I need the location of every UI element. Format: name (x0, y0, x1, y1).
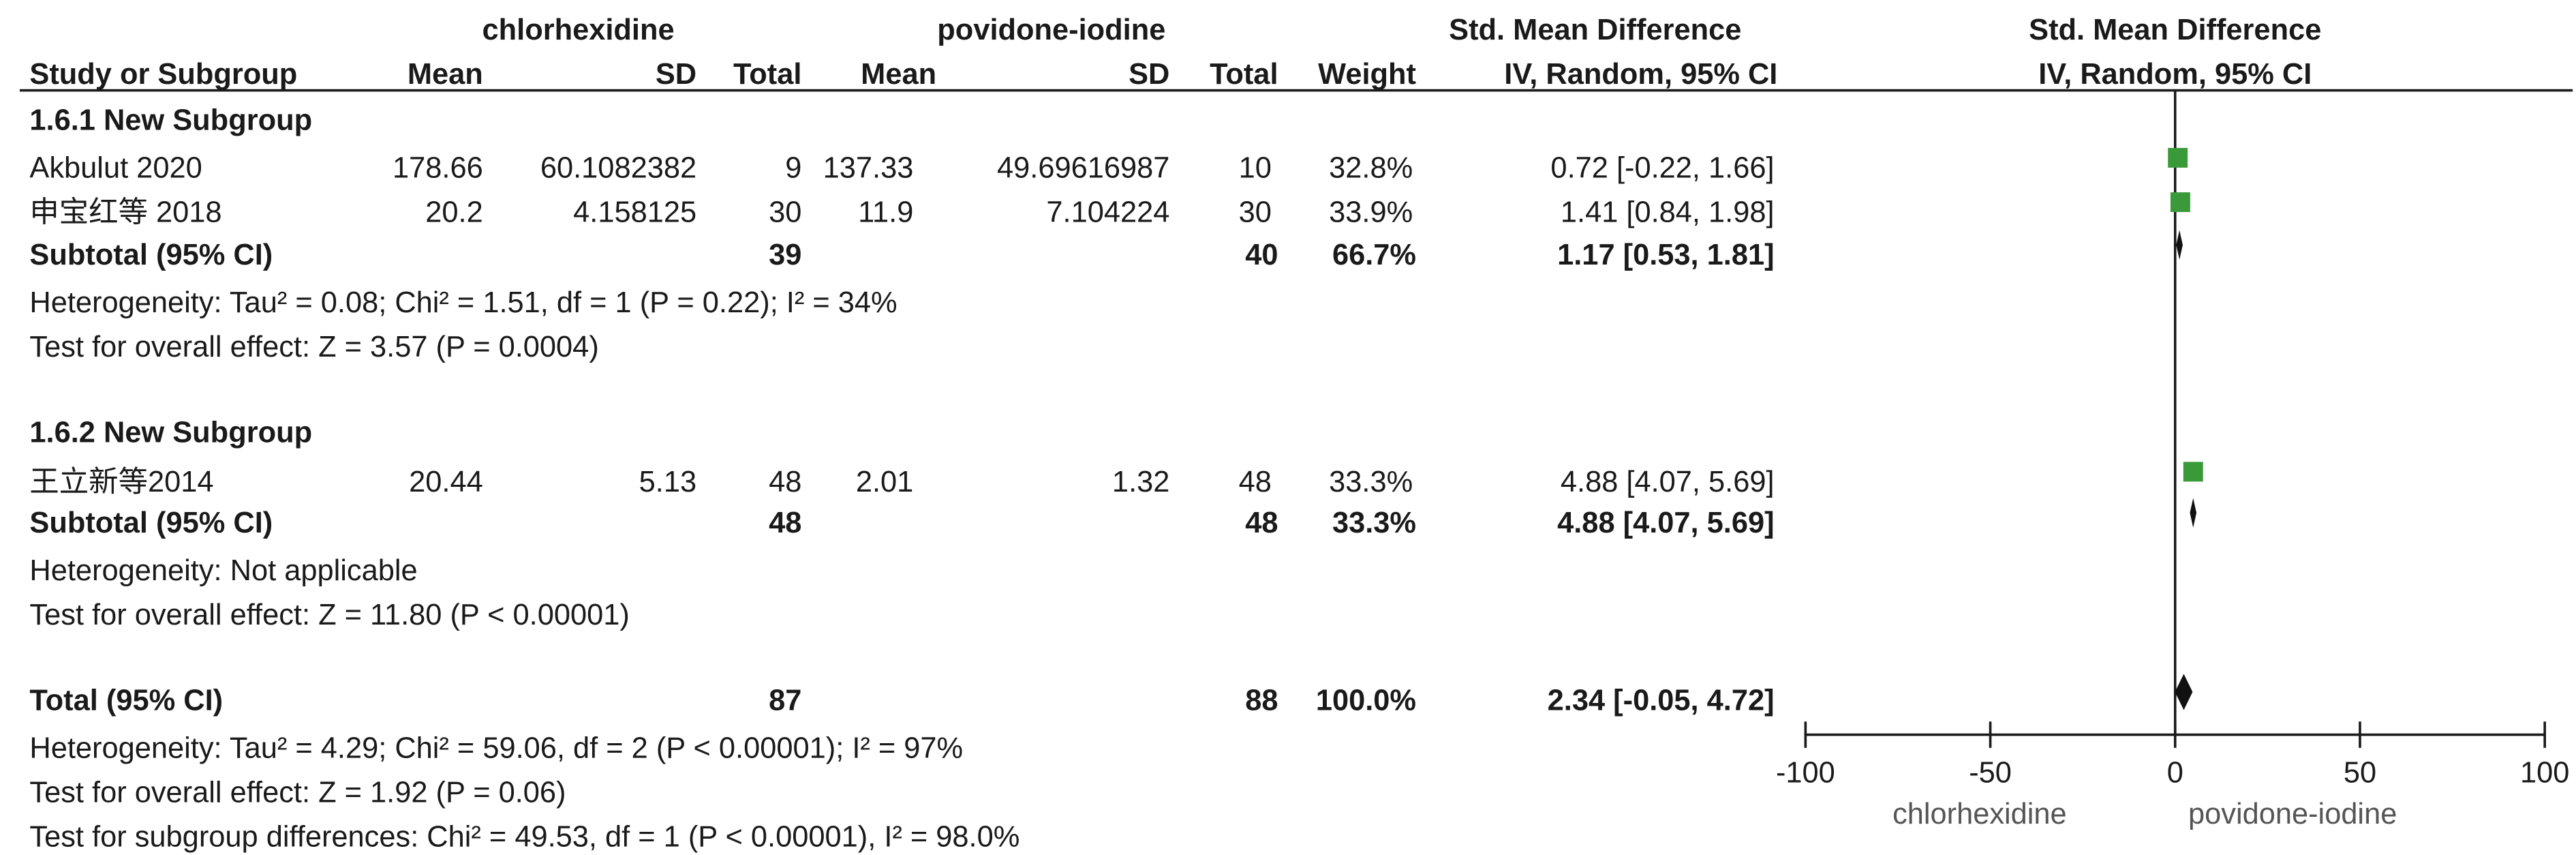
col-mean1-header: Mean (407, 57, 483, 91)
subtotal-total1: 48 (769, 506, 802, 539)
subtotal-total1: 39 (769, 238, 802, 271)
mean2-cell: 2.01 (855, 465, 914, 498)
total2-cell: 30 (1238, 195, 1272, 229)
total1-cell: 9 (785, 151, 802, 184)
group1-header: chlorhexidine (482, 13, 675, 46)
subtotal-ci: 1.17 [0.53, 1.81] (1557, 238, 1775, 271)
subgroup-label: 1.6.2 New Subgroup (29, 415, 313, 449)
sd2-cell: 49.69616987 (997, 151, 1170, 184)
plot-header: Std. Mean Difference (2029, 13, 2322, 46)
sd2-cell: 1.32 (1111, 465, 1170, 498)
total2-cell: 48 (1238, 465, 1272, 498)
col-sd2-header: SD (1129, 57, 1170, 91)
mean1-cell: 178.66 (393, 151, 483, 184)
mean1-cell: 20.44 (409, 465, 483, 498)
study-name: 申宝红等 2018 (29, 195, 222, 229)
col-study-header: Study or Subgroup (29, 57, 298, 91)
mean1-cell: 20.2 (425, 195, 483, 229)
group2-header: povidone-iodine (937, 13, 1166, 46)
subgroup-label: 1.6.1 New Subgroup (29, 103, 313, 137)
favours-right-label: povidone-iodine (2188, 798, 2397, 830)
effect-header: Std. Mean Difference (1449, 13, 1742, 46)
pooled-diamond (2176, 230, 2183, 260)
subtotal-total2: 40 (1245, 238, 1278, 271)
study-point (2170, 192, 2190, 212)
heterogeneity-note: Heterogeneity: Not applicable (29, 554, 418, 587)
weight-cell: 32.8% (1329, 151, 1413, 184)
subtotal-ci: 4.88 [4.07, 5.69] (1557, 506, 1775, 539)
study-point (2183, 462, 2203, 482)
subtotal-weight: 33.3% (1332, 506, 1417, 539)
total-ci: 2.34 [-0.05, 4.72] (1547, 683, 1775, 717)
col-total1-header: Total (733, 57, 802, 91)
col-total2-header: Total (1210, 57, 1278, 91)
subtotal-label: Subtotal (95% CI) (29, 238, 273, 271)
mean2-cell: 11.9 (858, 195, 914, 229)
total1-cell: 48 (769, 465, 802, 498)
mean2-cell: 137.33 (823, 151, 914, 184)
sd1-cell: 60.1082382 (540, 151, 697, 184)
col-mean2-header: Mean (861, 57, 937, 91)
total-total1: 87 (769, 683, 802, 717)
x-tick-label: -100 (1776, 756, 1835, 789)
pooled-diamond (2175, 674, 2193, 710)
study-name: Akbulut 2020 (29, 151, 202, 184)
overall-effect-note: Test for overall effect: Z = 3.57 (P = 0… (29, 330, 599, 363)
study-point (2168, 147, 2188, 168)
total2-cell: 10 (1238, 151, 1272, 184)
pooled-diamond (2190, 498, 2197, 528)
sd1-cell: 5.13 (639, 465, 697, 498)
effect-subheader: IV, Random, 95% CI (1504, 57, 1778, 91)
subgroup-differences-note: Test for subgroup differences: Chi² = 49… (29, 820, 1020, 854)
x-tick-label: -50 (1969, 756, 2012, 789)
x-tick-label: 0 (2167, 756, 2183, 789)
ci-cell: 0.72 [-0.22, 1.66] (1550, 151, 1775, 184)
x-tick-label: 100 (2520, 756, 2569, 789)
ci-cell: 4.88 [4.07, 5.69] (1560, 465, 1775, 498)
col-sd1-header: SD (655, 57, 697, 91)
sd2-cell: 7.104224 (1046, 195, 1170, 229)
subtotal-label: Subtotal (95% CI) (29, 506, 273, 539)
favours-left-label: chlorhexidine (1892, 798, 2067, 830)
overall-effect-note: Test for overall effect: Z = 11.80 (P < … (29, 598, 630, 631)
heterogeneity-note: Heterogeneity: Tau² = 4.29; Chi² = 59.06… (29, 731, 964, 764)
total-label: Total (95% CI) (29, 683, 224, 717)
x-tick-label: 50 (2344, 756, 2376, 789)
subtotal-weight: 66.7% (1332, 238, 1417, 271)
plot-subheader: IV, Random, 95% CI (2038, 57, 2312, 91)
study-name: 王立新等2014 (29, 465, 214, 498)
heterogeneity-note: Heterogeneity: Tau² = 0.08; Chi² = 1.51,… (29, 286, 898, 319)
sd1-cell: 4.158125 (573, 195, 697, 229)
overall-effect-note: Test for overall effect: Z = 1.92 (P = 0… (29, 775, 566, 809)
total1-cell: 30 (769, 195, 802, 229)
total-weight: 100.0% (1315, 683, 1417, 717)
weight-cell: 33.3% (1329, 465, 1413, 498)
ci-cell: 1.41 [0.84, 1.98] (1560, 195, 1775, 229)
total-total2: 88 (1245, 683, 1278, 717)
col-weight-header: Weight (1318, 57, 1417, 91)
subtotal-total2: 48 (1245, 506, 1278, 539)
weight-cell: 33.9% (1329, 195, 1413, 229)
